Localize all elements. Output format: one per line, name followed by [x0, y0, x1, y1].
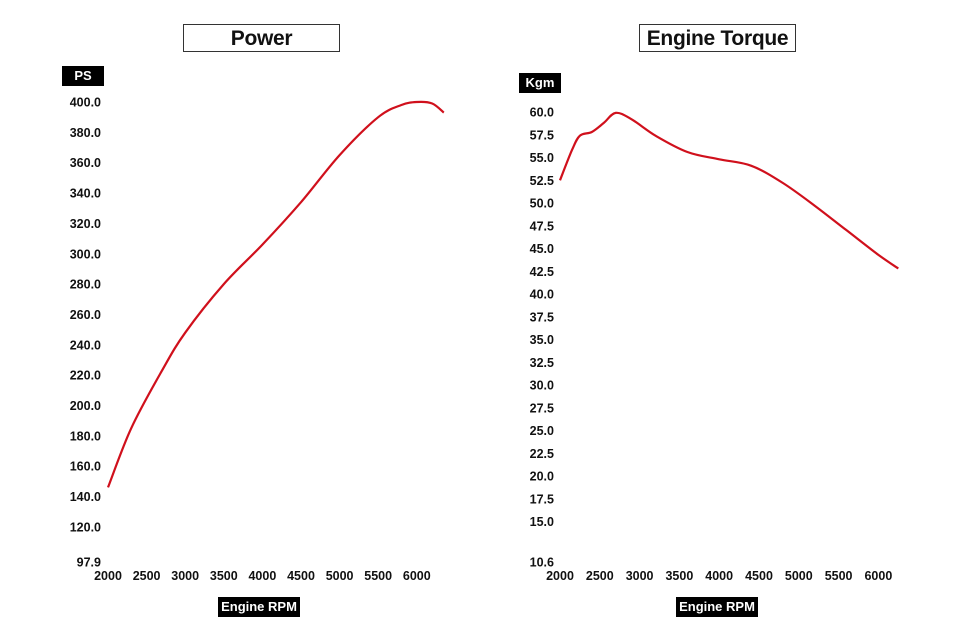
- torque-y-tick-label: 22.5: [530, 447, 554, 461]
- torque-y-tick-label: 32.5: [530, 356, 554, 370]
- power-y-tick-label: 300.0: [70, 247, 101, 261]
- torque-y-tick-label: 35.0: [530, 333, 554, 347]
- torque-y-tick-label: 40.0: [530, 288, 554, 302]
- power-y-tick-label: 120.0: [70, 520, 101, 534]
- power-y-tick-label: 200.0: [70, 399, 101, 413]
- torque-x-tick-label: 3500: [665, 569, 693, 583]
- torque-y-tick-label: 50.0: [530, 197, 554, 211]
- torque-y-tick-label: 27.5: [530, 401, 554, 415]
- torque-x-tick-label: 4500: [745, 569, 773, 583]
- power-y-tick-label: 380.0: [70, 126, 101, 140]
- torque-y-tick-label: 55.0: [530, 151, 554, 165]
- torque-y-tick-label: 52.5: [530, 174, 554, 188]
- power-x-tick-label: 3000: [171, 569, 199, 583]
- torque-x-tick-label: 4000: [705, 569, 733, 583]
- power-y-tick-label: 400.0: [70, 96, 101, 110]
- torque-y-tick-label: 45.0: [530, 242, 554, 256]
- power-chart-title: Power: [183, 24, 340, 52]
- power-y-tick-label: 240.0: [70, 338, 101, 352]
- torque-y-tick-label: 57.5: [530, 128, 554, 142]
- torque-x-tick-label: 5000: [785, 569, 813, 583]
- power-x-tick-label: 5000: [326, 569, 354, 583]
- torque-y-tick-label: 37.5: [530, 310, 554, 324]
- torque-chart-title: Engine Torque: [639, 24, 796, 52]
- torque-x-tick-label: 6000: [864, 569, 892, 583]
- power-x-tick-label: 5500: [364, 569, 392, 583]
- power-x-tick-label: 4000: [248, 569, 276, 583]
- power-y-tick-label: 220.0: [70, 369, 101, 383]
- torque-y-tick-label: 10.6: [530, 556, 554, 570]
- torque-y-tick-label: 60.0: [530, 106, 554, 120]
- power-x-tick-label: 3500: [210, 569, 238, 583]
- torque-y-axis-label: Kgm: [519, 73, 561, 93]
- torque-y-tick-label: 47.5: [530, 219, 554, 233]
- torque-y-tick-label: 42.5: [530, 265, 554, 279]
- torque-x-tick-label: 2000: [546, 569, 574, 583]
- power-y-tick-label: 97.9: [77, 556, 101, 570]
- power-series-line: [106, 100, 445, 488]
- power-y-tick-label: 180.0: [70, 429, 101, 443]
- power-y-tick-label: 160.0: [70, 460, 101, 474]
- power-y-tick-label: 280.0: [70, 278, 101, 292]
- power-x-tick-label: 4500: [287, 569, 315, 583]
- power-y-tick-label: 260.0: [70, 308, 101, 322]
- torque-x-tick-label: 2500: [586, 569, 614, 583]
- power-y-tick-label: 140.0: [70, 490, 101, 504]
- power-x-axis-label: Engine RPM: [218, 597, 300, 617]
- power-y-tick-label: 340.0: [70, 187, 101, 201]
- torque-y-tick-label: 30.0: [530, 379, 554, 393]
- power-x-tick-label: 2000: [94, 569, 122, 583]
- torque-x-tick-label: 3000: [626, 569, 654, 583]
- power-y-tick-label: 360.0: [70, 156, 101, 170]
- torque-y-tick-label: 25.0: [530, 424, 554, 438]
- torque-y-tick-label: 17.5: [530, 492, 554, 506]
- power-x-tick-label: 2500: [133, 569, 161, 583]
- torque-x-axis-label: Engine RPM: [676, 597, 758, 617]
- torque-y-tick-label: 20.0: [530, 470, 554, 484]
- power-x-tick-label: 6000: [403, 569, 431, 583]
- power-y-axis-label: PS: [62, 66, 104, 86]
- torque-y-tick-label: 15.0: [530, 515, 554, 529]
- torque-series-line: [558, 111, 899, 270]
- power-y-tick-label: 320.0: [70, 217, 101, 231]
- torque-x-tick-label: 5500: [825, 569, 853, 583]
